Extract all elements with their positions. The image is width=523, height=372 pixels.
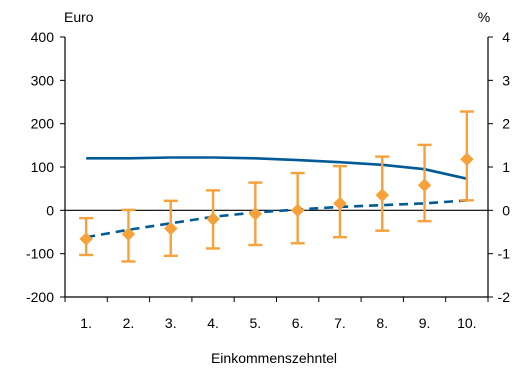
- diamond-marker: [375, 188, 389, 202]
- diamond-marker: [121, 227, 136, 241]
- diamond-marker: [79, 232, 93, 246]
- series-layer: [79, 110, 474, 263]
- y-left-tick-label: 200: [31, 116, 55, 132]
- y-left-tick-label: 100: [31, 159, 55, 175]
- diamond-marker: [248, 207, 263, 221]
- x-tick-label: 3.: [165, 315, 177, 331]
- diamond-marker: [460, 152, 474, 166]
- y-right-tick-label: 3: [502, 72, 510, 88]
- x-tick-label: 2.: [123, 315, 135, 331]
- x-tick-label: 9.: [419, 315, 431, 331]
- x-tick-label: 1.: [80, 315, 92, 331]
- diamond-marker: [206, 212, 220, 226]
- y-right-tick-label: -2: [498, 289, 511, 305]
- x-tick-label: 10.: [457, 315, 476, 331]
- y-right-tick-label: 4: [502, 29, 510, 45]
- right-axis-unit-label: %: [478, 9, 490, 25]
- x-tick-label: 5.: [250, 315, 262, 331]
- y-left-tick-label: 300: [31, 72, 55, 88]
- series-line-euro-dashed: [85, 199, 467, 239]
- y-right-tick-label: 2: [502, 116, 510, 132]
- diamond-marker: [417, 178, 432, 192]
- diamond-marker: [333, 196, 347, 211]
- y-left-tick-label: 0: [46, 202, 54, 218]
- y-right-tick-label: 1: [502, 159, 510, 175]
- x-axis-title: Einkommenszehntel: [211, 350, 337, 366]
- axes: 400 300 200 100 0 -100 -200 4 3 2 1 0 -1 -2 1. 2. 3. 4. 5.…: [26, 29, 510, 331]
- x-tick-label: 6.: [292, 315, 304, 331]
- y-left-tick-label: -200: [26, 289, 54, 305]
- y-left-tick-label: 400: [31, 29, 55, 45]
- diamond-marker: [164, 221, 178, 236]
- left-axis-unit-label: Euro: [64, 9, 94, 25]
- x-tick-label: 4.: [207, 315, 219, 331]
- x-tick-label: 7.: [334, 315, 346, 331]
- y-right-tick-label: 0: [502, 202, 510, 218]
- x-tick-label: 8.: [376, 315, 388, 331]
- y-left-tick-label: -100: [26, 246, 54, 262]
- y-right-tick-label: -1: [498, 246, 511, 262]
- diamond-marker: [290, 203, 305, 218]
- series-line-percent: [86, 156, 468, 180]
